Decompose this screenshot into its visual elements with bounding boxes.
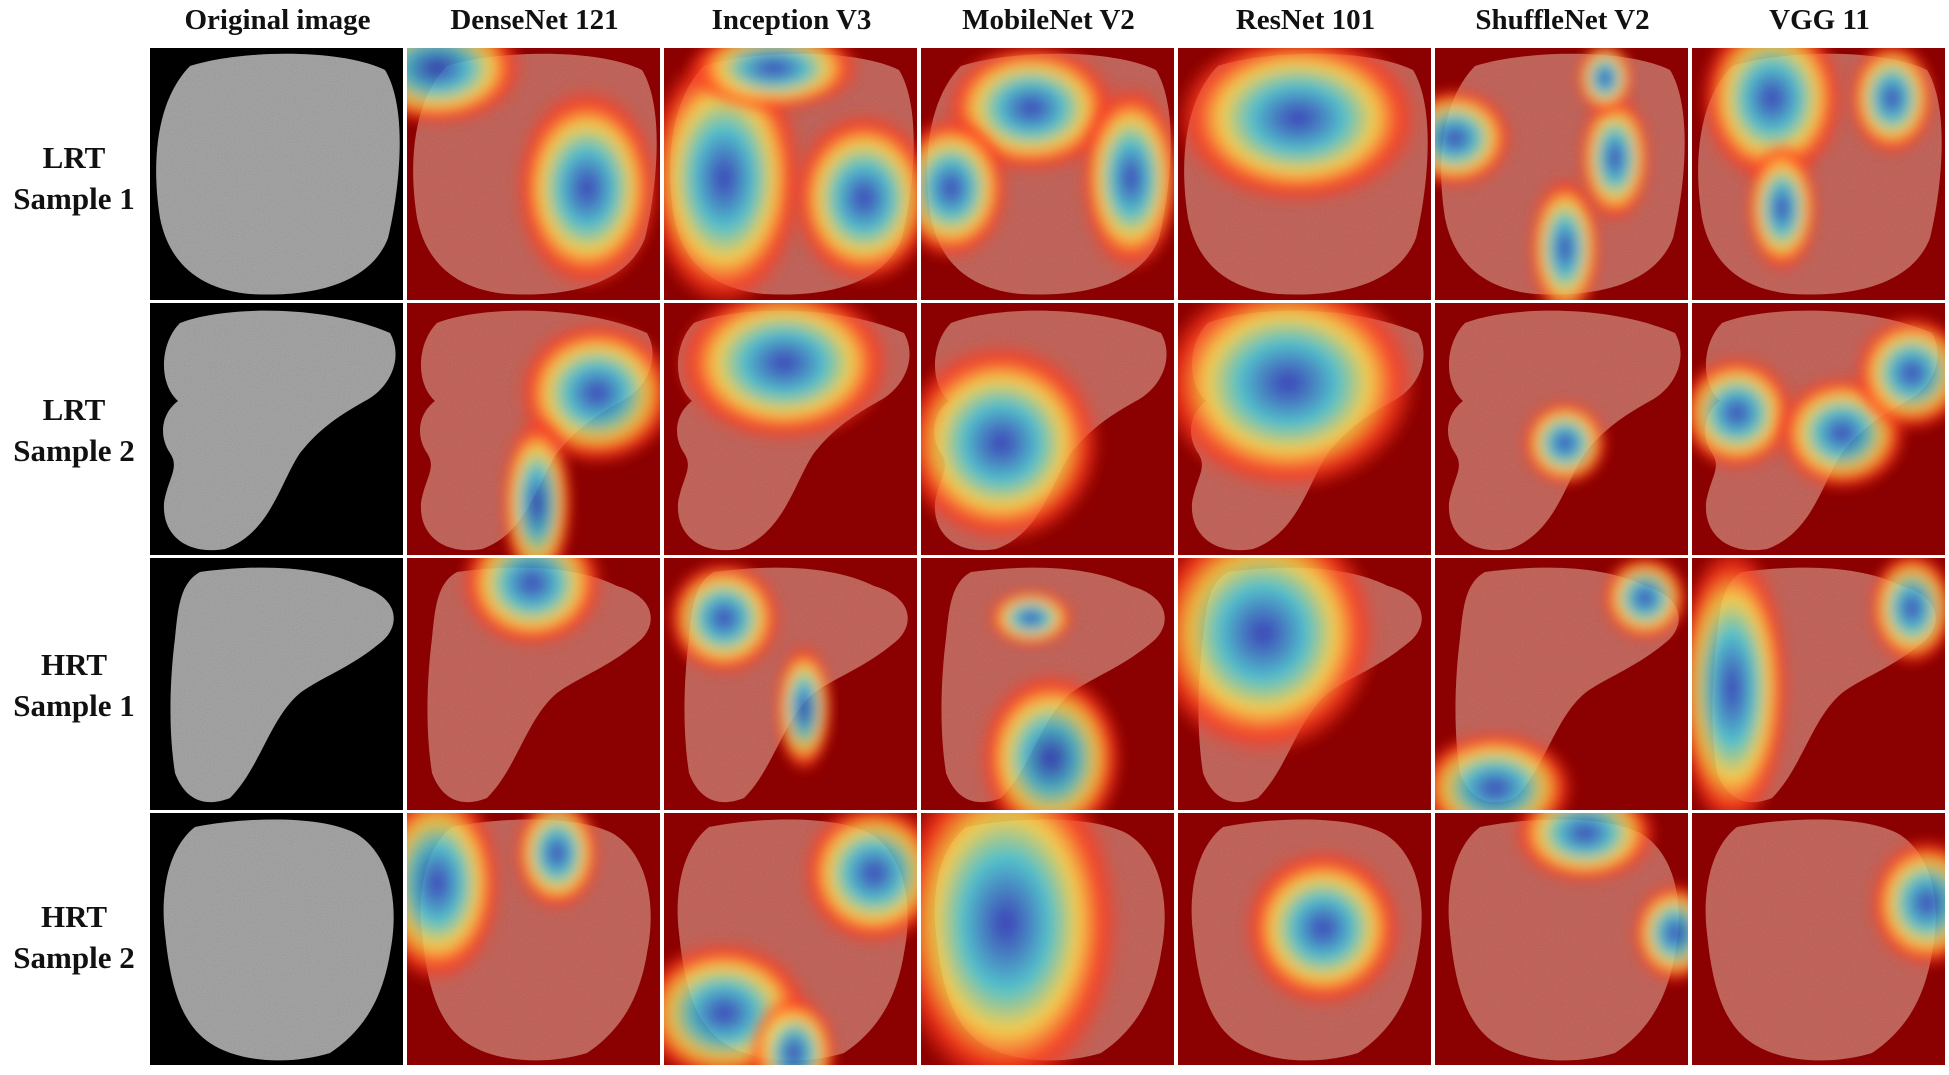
row-label-group: LRT [42, 392, 106, 427]
row-label-sample: Sample 2 [13, 940, 135, 975]
heatmap-resnet-lrt-sample-1 [1178, 48, 1431, 300]
heatmap-inception-lrt-sample-1 [664, 48, 917, 300]
heatmap-inception-hrt-sample-1 [664, 558, 917, 810]
column-header-shufflenet: ShuffleNet V2 [1475, 4, 1650, 36]
heatmap-densenet-lrt-sample-1 [407, 48, 660, 300]
heatmap-mobilenet-lrt-sample-1 [921, 48, 1174, 300]
heatmap-resnet-hrt-sample-2 [1178, 813, 1431, 1065]
heatmap-inception-hrt-sample-2 [664, 813, 917, 1065]
heatmap-vgg-hrt-sample-2 [1692, 813, 1945, 1065]
heatmap-resnet-hrt-sample-1 [1178, 558, 1431, 810]
heatmap-vgg-lrt-sample-2 [1692, 303, 1945, 555]
heatmap-mobilenet-lrt-sample-2 [921, 303, 1174, 555]
ct-image-original-lrt-sample-1 [150, 48, 403, 300]
row-label-sample: Sample 1 [13, 688, 135, 723]
heatmap-shufflenet-lrt-sample-2 [1435, 303, 1688, 555]
heatmap-mobilenet-hrt-sample-2 [921, 813, 1174, 1065]
row-label-group: HRT [40, 899, 108, 934]
row-label-hrt-sample-1: HRT Sample 1 [0, 644, 148, 726]
heatmap-mobilenet-hrt-sample-1 [921, 558, 1174, 810]
row-label-group: LRT [42, 140, 106, 175]
heatmap-resnet-lrt-sample-2 [1178, 303, 1431, 555]
column-header-densenet: DenseNet 121 [450, 4, 619, 36]
column-header-mobilenet: MobileNet V2 [962, 4, 1135, 36]
heatmap-vgg-lrt-sample-1 [1692, 48, 1945, 300]
heatmap-densenet-hrt-sample-1 [407, 558, 660, 810]
column-header-resnet: ResNet 101 [1235, 4, 1376, 36]
heatmap-densenet-hrt-sample-2 [407, 813, 660, 1065]
column-header-vgg: VGG 11 [1769, 4, 1870, 36]
row-label-sample: Sample 2 [13, 433, 135, 468]
heatmap-shufflenet-lrt-sample-1 [1435, 48, 1688, 300]
heatmap-shufflenet-hrt-sample-1 [1435, 558, 1688, 810]
row-label-lrt-sample-1: LRT Sample 1 [0, 137, 148, 219]
heatmap-inception-lrt-sample-2 [664, 303, 917, 555]
column-header-original: Original image [184, 4, 371, 36]
ct-image-original-lrt-sample-2 [150, 303, 403, 555]
row-label-lrt-sample-2: LRT Sample 2 [0, 389, 148, 471]
heatmap-shufflenet-hrt-sample-2 [1435, 813, 1688, 1065]
ct-image-original-hrt-sample-1 [150, 558, 403, 810]
row-label-hrt-sample-2: HRT Sample 2 [0, 896, 148, 978]
row-label-group: HRT [40, 647, 108, 682]
row-label-sample: Sample 1 [13, 181, 135, 216]
column-header-inception: Inception V3 [711, 4, 872, 36]
heatmap-vgg-hrt-sample-1 [1692, 558, 1945, 810]
ct-image-original-hrt-sample-2 [150, 813, 403, 1065]
heatmap-densenet-lrt-sample-2 [407, 303, 660, 555]
